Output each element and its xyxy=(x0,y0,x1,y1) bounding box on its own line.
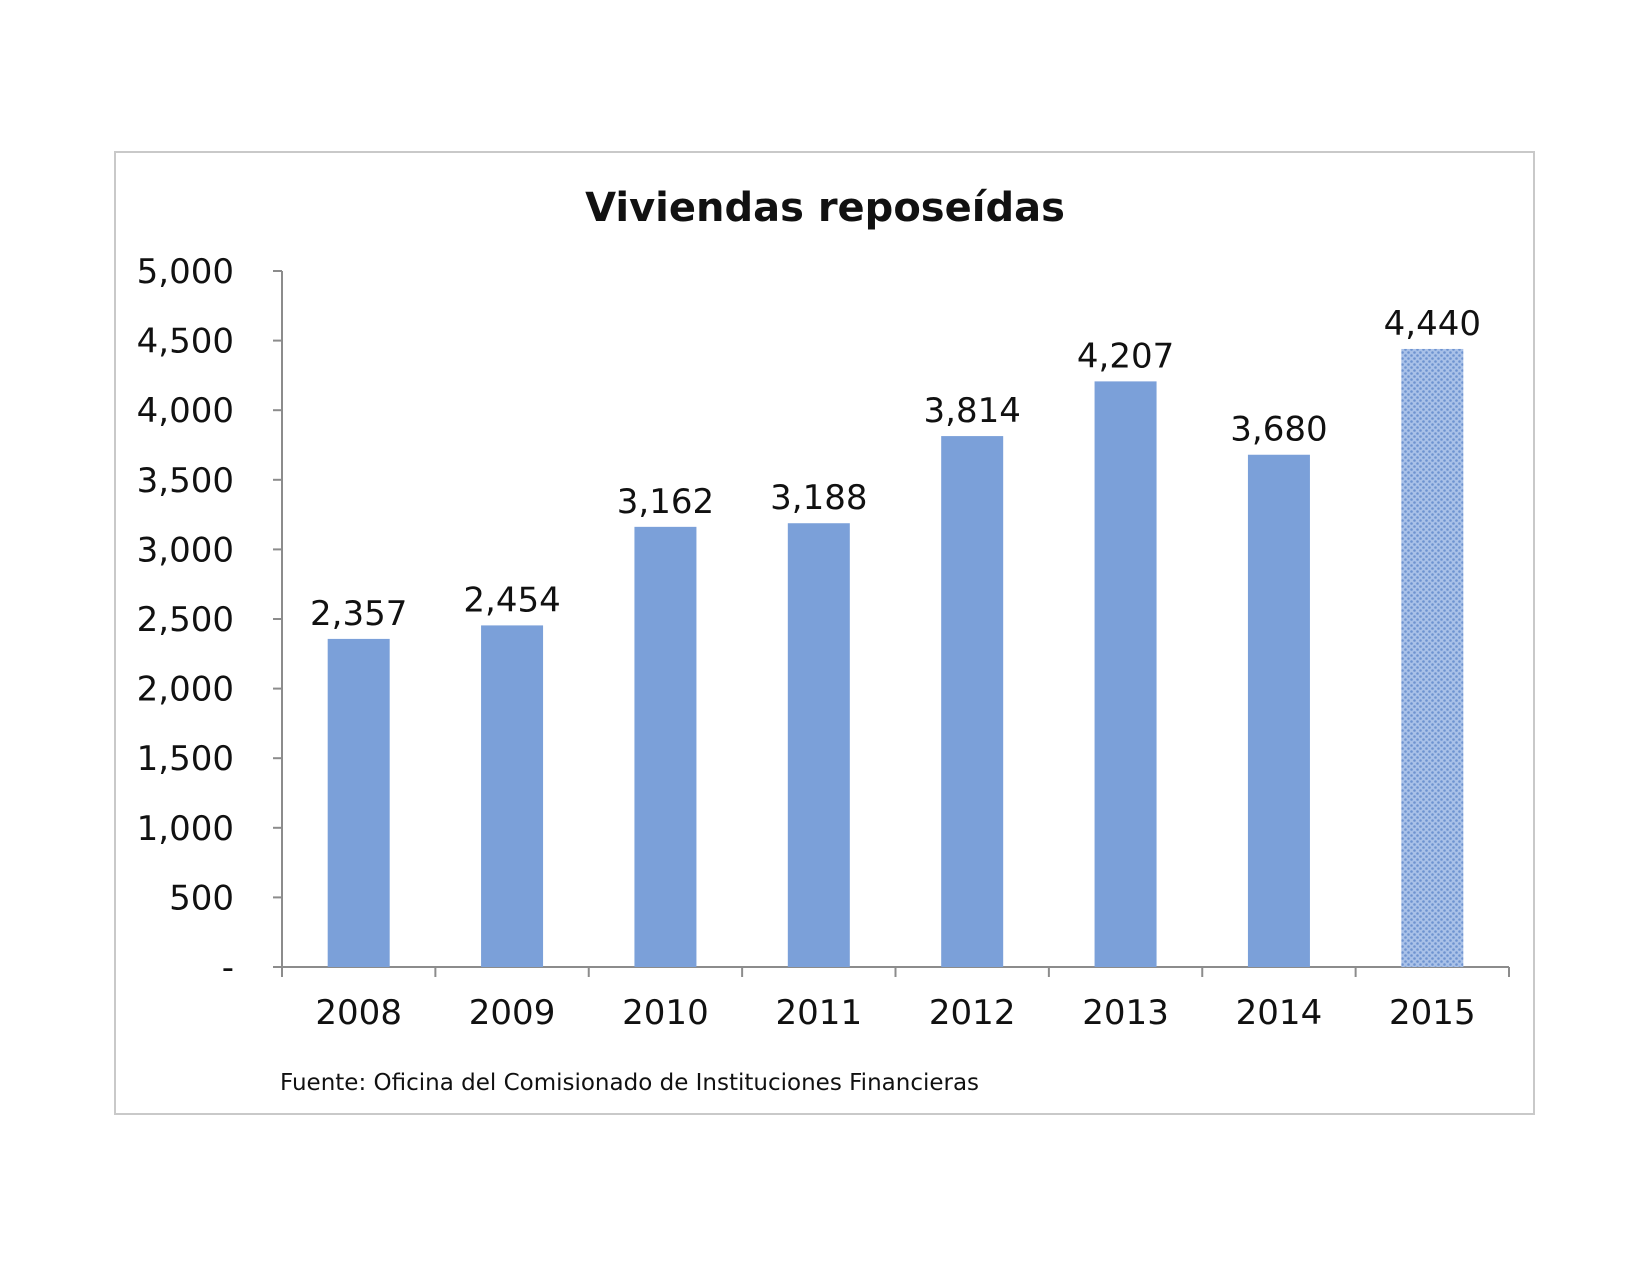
data-label-2010: 3,162 xyxy=(617,482,714,522)
bar-2015 xyxy=(1401,348,1464,967)
data-label-2009: 2,454 xyxy=(463,580,560,620)
bar-2013 xyxy=(1094,381,1157,967)
y-tick-label: 3,500 xyxy=(137,461,234,501)
x-axis: 2008 2009 2010 2011 2012 2013 2014 2015 xyxy=(281,966,1510,1033)
x-tick-label: 2013 xyxy=(1082,993,1169,1033)
data-label-2008: 2,357 xyxy=(310,594,407,634)
y-tick-label: 5,000 xyxy=(137,252,234,292)
bar-2010 xyxy=(634,526,697,967)
x-tick-label: 2009 xyxy=(469,993,556,1033)
bar-2011 xyxy=(787,523,850,967)
bar-2014 xyxy=(1247,454,1310,967)
bar-2009 xyxy=(481,625,544,967)
x-tick-label: 2010 xyxy=(622,993,709,1033)
x-tick-label: 2015 xyxy=(1389,993,1476,1033)
x-tick-label: 2008 xyxy=(315,993,402,1033)
chart-title: Viviendas reposeídas xyxy=(585,185,1065,231)
y-tick-label: 3,000 xyxy=(137,530,234,570)
y-tick-label: 500 xyxy=(169,878,234,918)
data-label-2011: 3,188 xyxy=(770,478,867,518)
bars xyxy=(327,348,1464,967)
y-tick-label: 2,000 xyxy=(137,670,234,710)
y-tick-label: 4,000 xyxy=(137,391,234,431)
x-tick-label: 2012 xyxy=(929,993,1016,1033)
y-tick-label: 4,500 xyxy=(137,322,234,362)
data-label-2013: 4,207 xyxy=(1077,336,1174,376)
x-tick-label: 2014 xyxy=(1236,993,1323,1033)
data-labels: 2,357 2,454 3,162 3,188 3,814 4,207 3,680 4,440 xyxy=(310,304,1481,634)
data-label-2012: 3,814 xyxy=(924,391,1021,431)
data-label-2014: 3,680 xyxy=(1230,410,1327,450)
source-note: Fuente: Oficina del Comisionado de Insti… xyxy=(280,1070,979,1096)
bar-2008 xyxy=(327,638,390,967)
x-tick-label: 2011 xyxy=(776,993,863,1033)
bar-2012 xyxy=(941,436,1004,967)
y-axis: - 500 1,000 1,500 2,000 2,500 3,000 3,500 4,000 4… xyxy=(137,252,283,988)
y-tick-label: 1,500 xyxy=(137,739,234,779)
y-tick-label: - xyxy=(222,948,234,988)
data-label-2015: 4,440 xyxy=(1384,304,1481,344)
y-tick-label: 1,000 xyxy=(137,809,234,849)
y-tick-label: 2,500 xyxy=(137,600,234,640)
